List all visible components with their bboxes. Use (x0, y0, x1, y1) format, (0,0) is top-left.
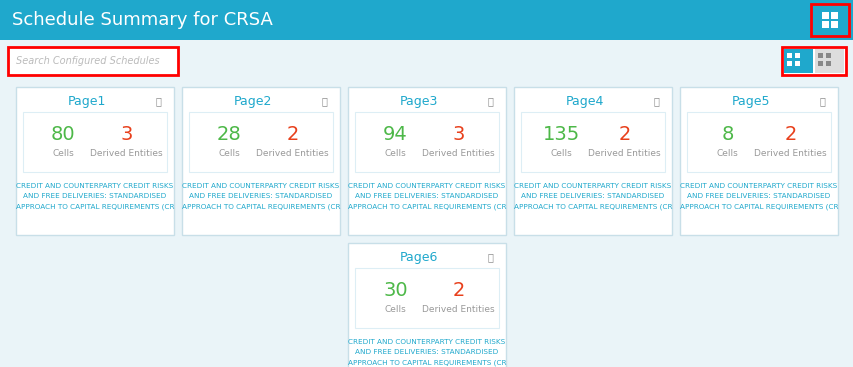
Text: CREDIT AND COUNTERPARTY CREDIT RISKS: CREDIT AND COUNTERPARTY CREDIT RISKS (348, 183, 505, 189)
Text: Search Configured Schedules: Search Configured Schedules (16, 56, 160, 66)
Bar (520, 112, 664, 172)
Text: ⛓: ⛓ (321, 96, 327, 106)
Text: 3: 3 (452, 124, 464, 143)
Text: ⛓: ⛓ (155, 96, 160, 106)
Bar (786, 61, 791, 66)
Text: 2: 2 (452, 280, 464, 299)
Text: ⛓: ⛓ (486, 252, 492, 262)
Text: CREDIT AND COUNTERPARTY CREDIT RISKS: CREDIT AND COUNTERPARTY CREDIT RISKS (183, 183, 339, 189)
Text: 30: 30 (383, 280, 407, 299)
Text: AND FREE DELIVERIES: STANDARDISED: AND FREE DELIVERIES: STANDARDISED (189, 193, 332, 199)
Text: CREDIT AND COUNTERPARTY CREDIT RISKS: CREDIT AND COUNTERPARTY CREDIT RISKS (348, 339, 505, 345)
Text: Cells: Cells (384, 149, 406, 159)
Text: Page1: Page1 (68, 94, 106, 108)
Text: AND FREE DELIVERIES: STANDARDISED: AND FREE DELIVERIES: STANDARDISED (687, 193, 830, 199)
Text: APPROACH TO CAPITAL REQUIREMENTS (CR: APPROACH TO CAPITAL REQUIREMENTS (CR (514, 203, 671, 210)
Text: APPROACH TO CAPITAL REQUIREMENTS (CR: APPROACH TO CAPITAL REQUIREMENTS (CR (679, 203, 838, 210)
Bar (794, 61, 799, 66)
Text: Page5: Page5 (731, 94, 769, 108)
Bar (0, 40, 853, 82)
Text: Derived Entities: Derived Entities (588, 149, 660, 159)
Text: 2: 2 (286, 124, 299, 143)
Text: 8: 8 (721, 124, 733, 143)
Bar (189, 112, 333, 172)
Bar (830, 21, 837, 28)
Bar (794, 53, 799, 58)
Text: AND FREE DELIVERIES: STANDARDISED: AND FREE DELIVERIES: STANDARDISED (23, 193, 166, 199)
Text: APPROACH TO CAPITAL REQUIREMENTS (CR: APPROACH TO CAPITAL REQUIREMENTS (CR (182, 203, 339, 210)
Bar (23, 112, 167, 172)
Bar (814, 49, 843, 73)
Text: APPROACH TO CAPITAL REQUIREMENTS (CR: APPROACH TO CAPITAL REQUIREMENTS (CR (347, 203, 506, 210)
Text: 2: 2 (618, 124, 630, 143)
Bar (781, 47, 845, 75)
Text: Page3: Page3 (399, 94, 438, 108)
Text: ⛓: ⛓ (486, 96, 492, 106)
Bar (821, 21, 828, 28)
Text: Derived Entities: Derived Entities (421, 149, 495, 159)
Text: ⛓: ⛓ (653, 96, 659, 106)
Text: Page2: Page2 (234, 94, 272, 108)
Bar (514, 87, 671, 235)
Text: 2: 2 (784, 124, 796, 143)
Text: Page4: Page4 (566, 94, 604, 108)
Text: ⛓: ⛓ (818, 96, 824, 106)
Text: Derived Entities: Derived Entities (90, 149, 163, 159)
Bar (8, 47, 177, 75)
Text: APPROACH TO CAPITAL REQUIREMENTS (CR: APPROACH TO CAPITAL REQUIREMENTS (CR (15, 203, 174, 210)
Text: Cells: Cells (53, 149, 74, 159)
Text: 3: 3 (120, 124, 132, 143)
Text: 135: 135 (543, 124, 579, 143)
Bar (817, 53, 822, 58)
Text: Schedule Summary for CRSA: Schedule Summary for CRSA (12, 11, 273, 29)
Bar (830, 12, 837, 19)
Text: 28: 28 (217, 124, 241, 143)
Bar (810, 4, 848, 36)
Text: AND FREE DELIVERIES: STANDARDISED: AND FREE DELIVERIES: STANDARDISED (355, 349, 498, 355)
Bar (821, 12, 828, 19)
Text: Cells: Cells (218, 149, 240, 159)
Bar (817, 61, 822, 66)
Text: Derived Entities: Derived Entities (753, 149, 826, 159)
Bar (16, 87, 174, 235)
Bar (182, 87, 339, 235)
Text: Cells: Cells (550, 149, 572, 159)
Bar (825, 53, 830, 58)
Bar (786, 53, 791, 58)
Text: APPROACH TO CAPITAL REQUIREMENTS (CR: APPROACH TO CAPITAL REQUIREMENTS (CR (347, 359, 506, 366)
Text: Derived Entities: Derived Entities (256, 149, 328, 159)
Text: Cells: Cells (716, 149, 737, 159)
Text: 94: 94 (383, 124, 407, 143)
Bar (355, 112, 498, 172)
Bar (347, 87, 506, 235)
Text: Derived Entities: Derived Entities (421, 305, 495, 315)
Bar (679, 87, 837, 235)
Bar (783, 49, 812, 73)
Bar (686, 112, 830, 172)
Text: AND FREE DELIVERIES: STANDARDISED: AND FREE DELIVERIES: STANDARDISED (355, 193, 498, 199)
Bar (0, 0, 853, 40)
Bar (355, 268, 498, 328)
Text: CREDIT AND COUNTERPARTY CREDIT RISKS: CREDIT AND COUNTERPARTY CREDIT RISKS (16, 183, 173, 189)
Text: 80: 80 (51, 124, 76, 143)
Bar (347, 243, 506, 367)
Text: CREDIT AND COUNTERPARTY CREDIT RISKS: CREDIT AND COUNTERPARTY CREDIT RISKS (680, 183, 837, 189)
Text: Page6: Page6 (399, 251, 438, 264)
Text: AND FREE DELIVERIES: STANDARDISED: AND FREE DELIVERIES: STANDARDISED (521, 193, 664, 199)
Text: CREDIT AND COUNTERPARTY CREDIT RISKS: CREDIT AND COUNTERPARTY CREDIT RISKS (514, 183, 670, 189)
Bar (825, 61, 830, 66)
Text: Cells: Cells (384, 305, 406, 315)
